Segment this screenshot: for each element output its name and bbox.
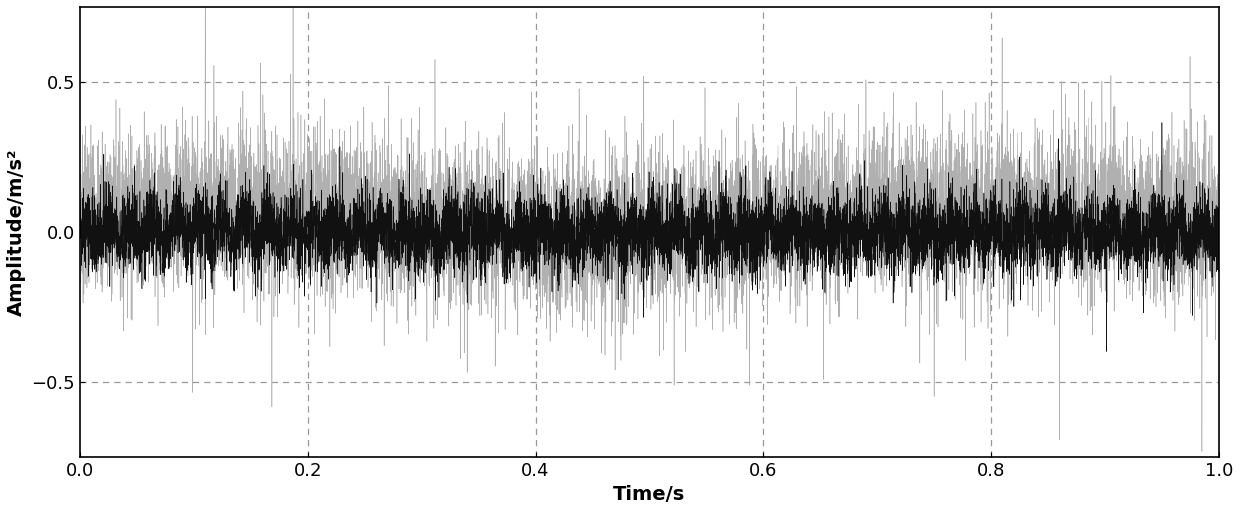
Y-axis label: Amplitude/m/s²: Amplitude/m/s² — [7, 148, 26, 315]
X-axis label: Time/s: Time/s — [614, 485, 686, 504]
